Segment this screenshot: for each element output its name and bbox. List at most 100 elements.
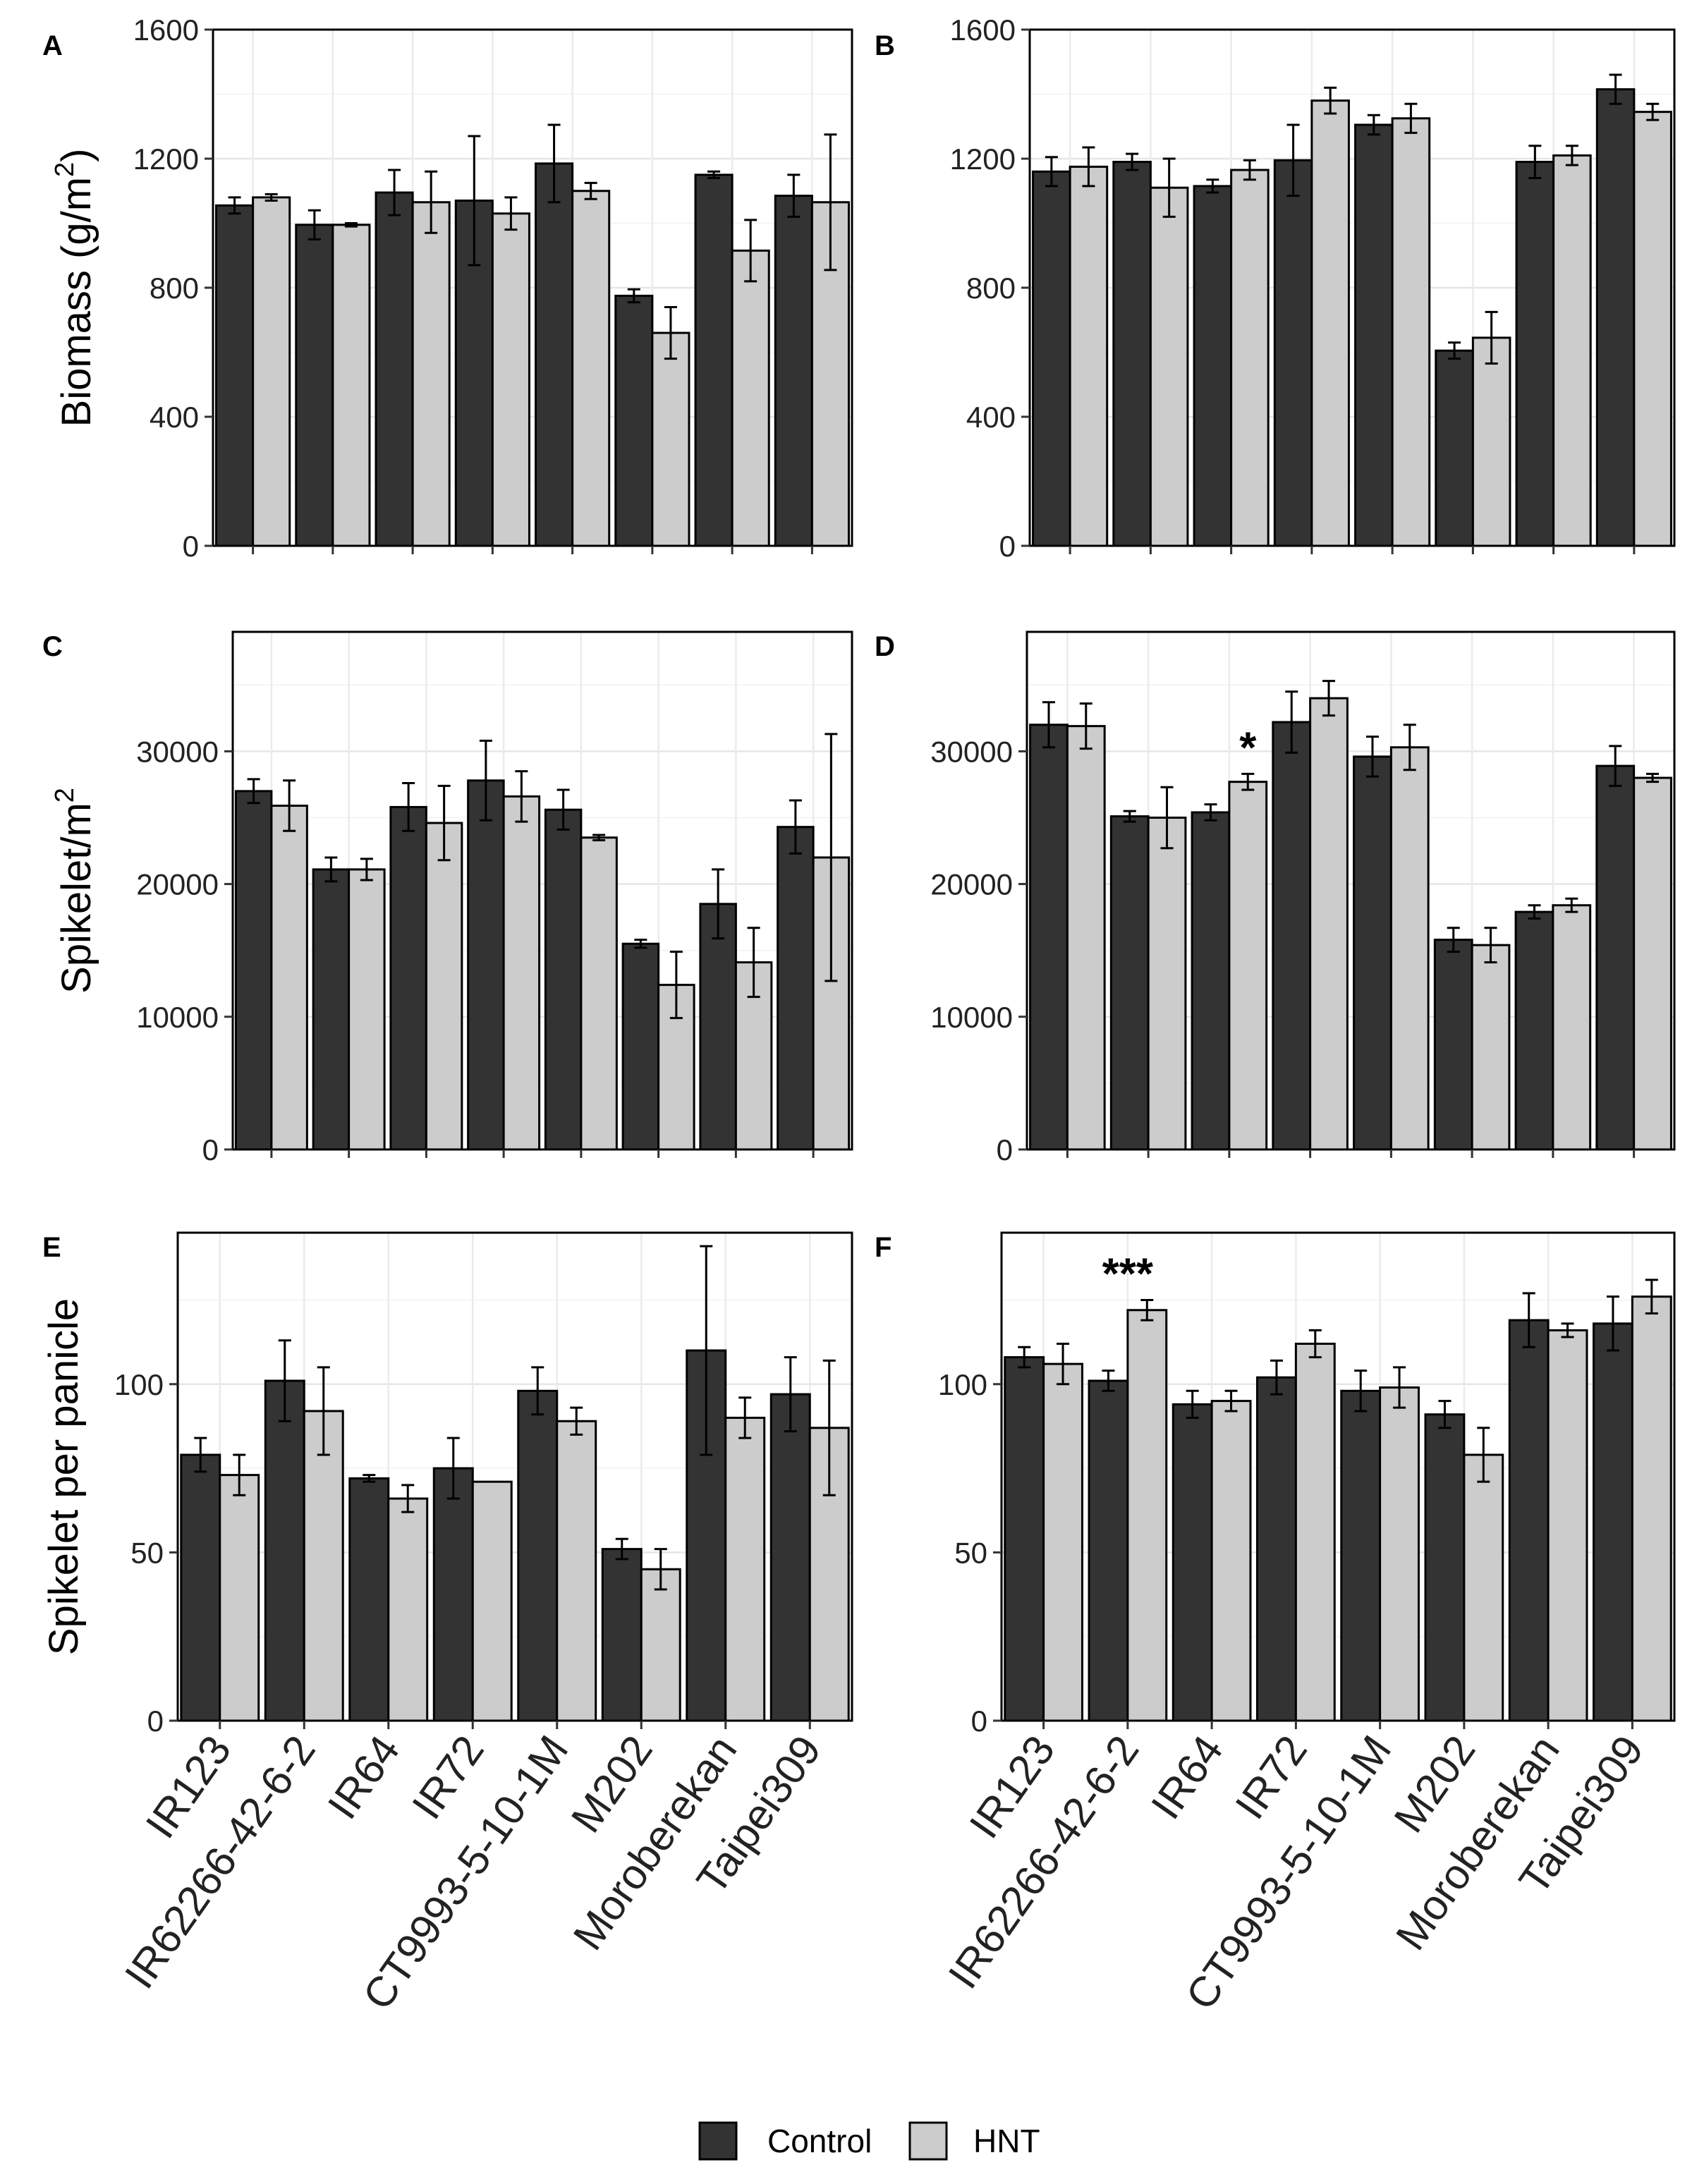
error-bar-control-ir64 (1204, 803, 1217, 822)
error-bar-control-ct9993-5-10-1m (1365, 736, 1379, 778)
y-axis-title: Spikelet/m2 (50, 788, 99, 994)
bar-control-m202 (1433, 939, 1473, 1151)
bar-hnt-ir64 (1228, 781, 1268, 1151)
bar-hnt-ir62266-42-6-2 (303, 1410, 344, 1722)
bar-control-ct9993-5-10-1m (544, 808, 583, 1151)
error-bar-hnt-taipei309 (1646, 102, 1660, 121)
significance-annotation: *** (1102, 1250, 1154, 1298)
error-bar-hnt-ir64 (425, 170, 438, 234)
y-tick-label: 0 (202, 1133, 219, 1166)
bar-hnt-ir72 (471, 1480, 513, 1722)
error-bar-control-ir123 (1018, 1346, 1031, 1369)
error-bar-control-taipei309 (1609, 745, 1622, 787)
error-bar-hnt-ir123 (283, 779, 296, 832)
x-tick-label: IR64 (319, 1727, 409, 1827)
error-bar-control-m202 (1447, 927, 1460, 953)
bar-hnt-ct9993-5-10-1m (1379, 1386, 1420, 1722)
error-bar-control-ir123 (1042, 701, 1055, 749)
bar-control-taipei309 (769, 1393, 811, 1722)
x-tick-labels-right: IR123IR62266-42-6-2IR64IR72CT9993-5-10-1… (939, 1727, 1653, 2018)
y-tick-label: 1200 (950, 142, 1016, 176)
bar-control-ir64 (375, 191, 414, 547)
bar-hnt-ct9993-5-10-1m (1391, 117, 1431, 547)
error-bar-control-ir123 (194, 1436, 207, 1473)
y-tick-label: 20000 (136, 868, 219, 901)
error-bar-hnt-ir64 (1241, 772, 1255, 791)
error-bar-hnt-ir64 (1224, 1389, 1238, 1413)
y-axis-title: Spikelet per panicle (41, 1298, 87, 1655)
bar-hnt-ct9993-5-10-1m (1389, 746, 1430, 1151)
error-bar-hnt-ct9993-5-10-1m (1404, 102, 1418, 134)
error-bar-control-ir72 (1285, 690, 1298, 754)
panel-a: 0 400 800 1200 1600 A Biomass (g/m2) (42, 13, 853, 563)
error-bar-control-ir72 (1270, 1359, 1283, 1396)
error-bar-hnt-ir62266-42-6-2 (1160, 786, 1174, 850)
bar-control-ir64 (1193, 185, 1233, 547)
bar-control-ct9993-5-10-1m (535, 162, 574, 547)
bar-hnt-ir72 (1310, 99, 1350, 547)
error-bar-control-ir123 (228, 196, 241, 215)
error-bar-hnt-ir62266-42-6-2 (360, 858, 373, 881)
bar-hnt-taipei309 (1633, 776, 1672, 1151)
bar-control-taipei309 (777, 826, 815, 1151)
panel-e: 0 50 100 E Spikelet per panicle (41, 1231, 853, 1738)
legend-control-label: Control (767, 2123, 872, 2159)
bar-control-ir62266-42-6-2 (1088, 1379, 1129, 1722)
error-bar-hnt-ir64 (401, 1484, 415, 1513)
bar-control-ir62266-42-6-2 (264, 1379, 305, 1722)
bar-hnt-ir62266-42-6-2 (1147, 816, 1187, 1151)
error-bar-hnt-ir62266-42-6-2 (344, 222, 358, 228)
error-bar-control-taipei309 (1609, 73, 1622, 105)
error-bar-control-ir64 (388, 169, 401, 216)
bar-control-ct9993-5-10-1m (517, 1389, 559, 1722)
error-bar-hnt-taipei309 (824, 733, 838, 982)
bar-control-ir62266-42-6-2 (1109, 815, 1150, 1151)
significance-annotation: * (1239, 724, 1257, 772)
error-bar-control-ct9993-5-10-1m (547, 123, 561, 204)
error-bar-hnt-taipei309 (1646, 772, 1660, 783)
panel-letter: C (42, 631, 63, 662)
error-bar-hnt-ct9993-5-10-1m (584, 181, 597, 200)
error-bar-hnt-m202 (664, 305, 677, 360)
error-bar-hnt-ir72 (1322, 680, 1336, 717)
bar-control-taipei309 (1593, 1322, 1633, 1722)
error-bar-hnt-ir64 (1243, 159, 1256, 181)
error-bar-control-ir123 (247, 778, 260, 805)
error-bar-control-m202 (1448, 341, 1461, 360)
y-tick-label: 100 (114, 1368, 164, 1401)
error-bar-control-moroberekan (700, 1245, 713, 1456)
error-bar-hnt-moroberekan (747, 927, 760, 999)
panel-letter: A (42, 30, 63, 61)
legend-hnt-label: HNT (973, 2123, 1040, 2159)
bar-control-m202 (1424, 1413, 1466, 1722)
y-tick-label: 0 (147, 1704, 164, 1738)
bar-hnt-moroberekan (1552, 904, 1592, 1151)
error-bar-hnt-m202 (1484, 927, 1497, 964)
panel-b: 0 400 800 1200 1600 B (875, 13, 1676, 563)
error-bar-control-taipei309 (787, 173, 801, 218)
error-bar-control-ir62266-42-6-2 (1123, 810, 1136, 823)
error-bar-hnt-ir123 (264, 193, 278, 202)
error-bar-control-taipei309 (784, 1356, 797, 1433)
error-bar-control-ir72 (1286, 123, 1300, 197)
error-bar-control-ir62266-42-6-2 (278, 1339, 291, 1422)
error-bar-hnt-m202 (1485, 310, 1498, 365)
bar-hnt-ir64 (1230, 169, 1270, 547)
panel-d: * 0 10000 20000 30000 D (875, 630, 1676, 1166)
error-bar-control-moroberekan (1528, 145, 1542, 179)
bar-hnt-ir72 (1294, 1342, 1336, 1722)
bar-control-ct9993-5-10-1m (1354, 123, 1394, 547)
panel-border (1000, 1231, 1676, 1722)
bar-hnt-ir62266-42-6-2 (348, 868, 386, 1151)
bar-control-ct9993-5-10-1m (1353, 755, 1392, 1151)
error-bar-control-m202 (1438, 1400, 1452, 1429)
legend-hnt-swatch (908, 2121, 948, 2161)
panel-f: *** 0 50 100 F (875, 1231, 1676, 1738)
error-bar-control-ir62266-42-6-2 (1102, 1369, 1115, 1392)
bar-hnt-moroberekan (724, 1416, 766, 1722)
bar-hnt-m202 (1463, 1453, 1504, 1722)
bar-control-ir64 (348, 1477, 390, 1722)
error-bar-hnt-ir123 (1079, 702, 1093, 750)
bar-hnt-ir123 (219, 1474, 260, 1722)
y-tick-label: 50 (954, 1536, 987, 1569)
